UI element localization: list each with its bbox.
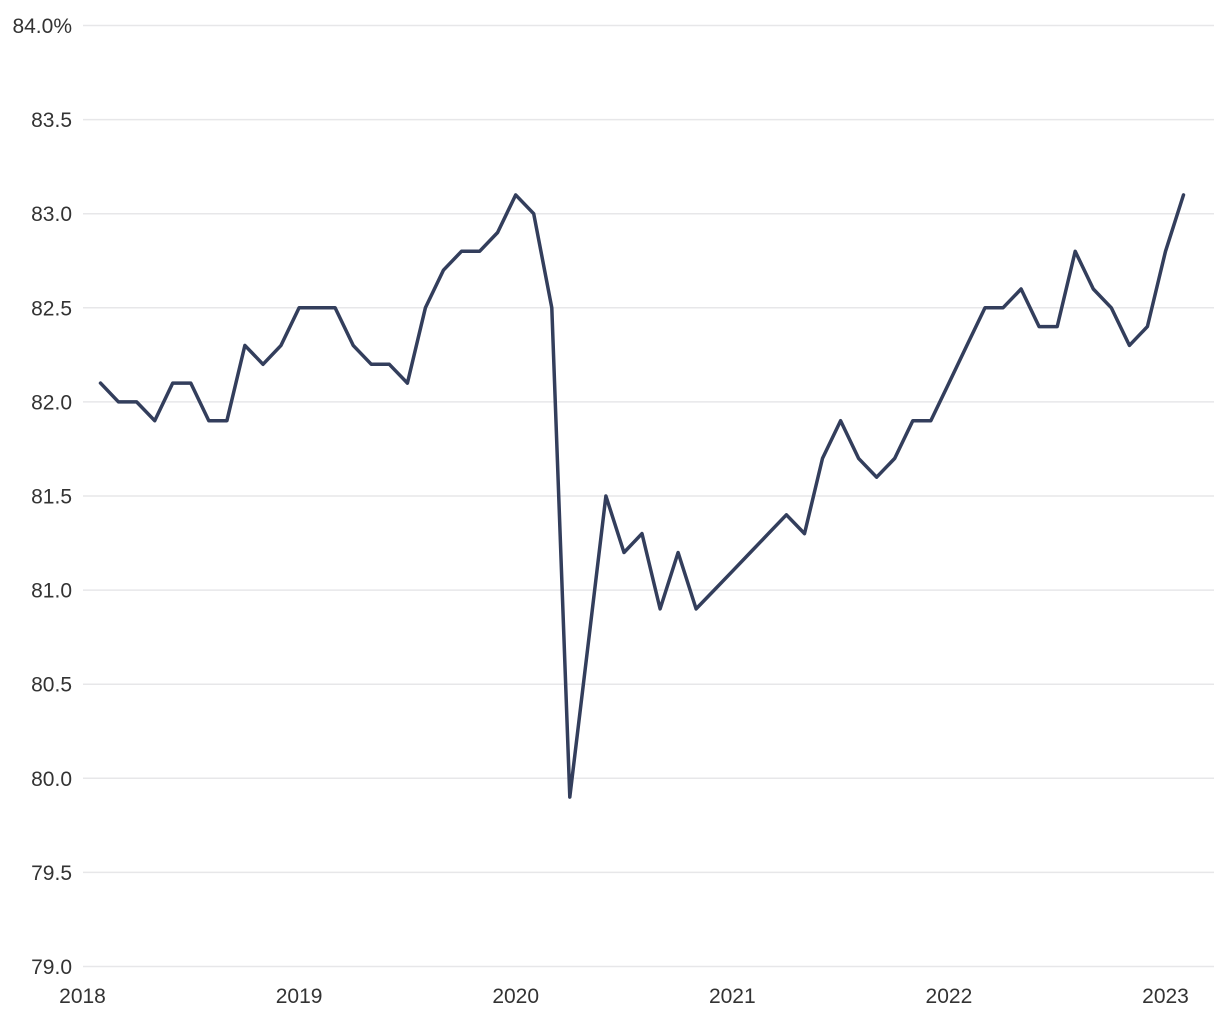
x-axis-label: 2023: [1142, 985, 1189, 1008]
x-axis-label: 2020: [492, 985, 539, 1008]
x-axis-label: 2019: [276, 985, 323, 1008]
y-axis-labels: 79.0 79.5 80.0 80.5 81.0 81.5 82.0 82.5 83.0 83.5…: [12, 15, 72, 979]
y-axis-label: 80.0: [31, 768, 72, 791]
y-axis-label: 81.5: [31, 486, 72, 509]
y-axis-label: 80.5: [31, 674, 72, 697]
y-axis-label: 83.0: [31, 203, 72, 226]
series-line: [98, 193, 1186, 799]
y-axis-label: 79.0: [31, 956, 72, 979]
y-axis-label: 82.0: [31, 391, 72, 414]
y-axis-label: 79.5: [31, 862, 72, 885]
gridlines: [83, 24, 1214, 968]
y-axis-label: 83.5: [31, 109, 72, 132]
y-axis-label: 82.5: [31, 297, 72, 320]
y-axis-label: 81.0: [31, 580, 72, 603]
x-axis-label: 2021: [709, 985, 756, 1008]
y-axis-label: 84.0%: [12, 15, 72, 38]
x-axis-label: 2022: [926, 985, 973, 1008]
x-axis-labels: 2018 2019 2020 2021 2022 2023: [59, 985, 1189, 1008]
x-axis-label: 2018: [59, 985, 106, 1008]
